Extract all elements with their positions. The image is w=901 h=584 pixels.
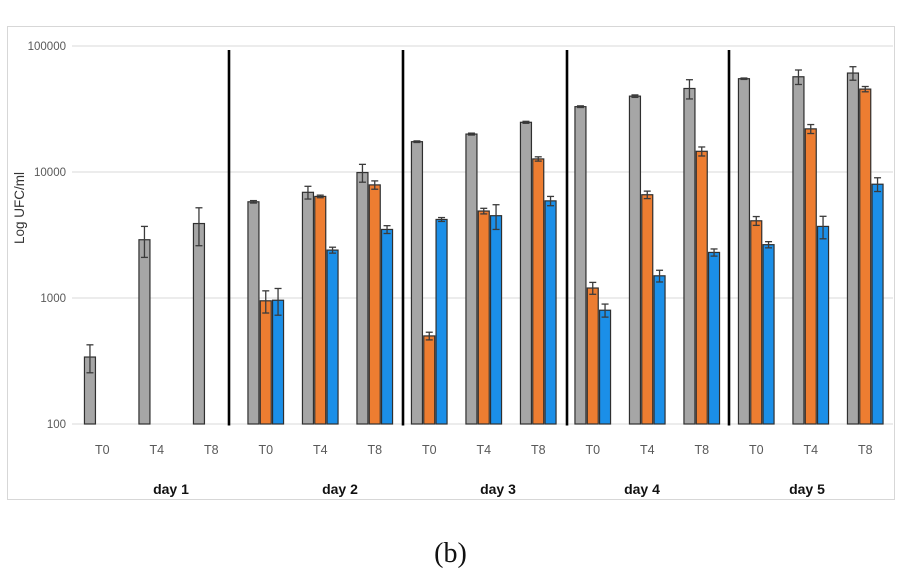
x-tick-label: T4: [149, 443, 164, 457]
figure-caption: (b): [434, 538, 467, 569]
bar-gray-day2-T8: [356, 171, 369, 425]
bar-gray-day5-T0: [737, 78, 751, 425]
bar-gray-day5-T8: [846, 72, 860, 425]
bar-gray-day5-T4: [792, 76, 805, 425]
y-tick-label: 1000: [40, 293, 66, 305]
x-tick-label: T4: [640, 443, 655, 457]
day-label: day 1: [153, 481, 189, 497]
bar-gray-day3-T0: [410, 141, 424, 425]
bar-blue-day2-T8: [380, 228, 394, 425]
bar-gray-day4-T4: [628, 95, 642, 425]
bar-orange-day2-T8: [368, 184, 381, 425]
bar-chart: 100 1000 10000 100000 T0 T4 T8 T0 T4 T8 T0 T4 T8 T0 T4…: [12, 41, 893, 497]
bar-orange-day3-T4: [477, 210, 490, 425]
bar-orange-day4-T4: [641, 194, 654, 425]
x-tick-label: T0: [258, 443, 273, 457]
x-tick-label: T8: [694, 443, 709, 457]
x-tick-label: T4: [476, 443, 491, 457]
bar-blue-day4-T4: [653, 275, 666, 425]
bar-orange-day3-T0: [423, 335, 436, 425]
bar-orange-day3-T8: [532, 158, 545, 425]
x-tick-label: T4: [803, 443, 818, 457]
bar-blue-day5-T4: [816, 225, 830, 425]
x-tick-label: T8: [204, 443, 219, 457]
x-tick-label: T0: [422, 443, 437, 457]
bar-orange-day2-T0: [259, 300, 272, 425]
bar-gray-day4-T0: [574, 106, 587, 425]
bar-blue-day2-T4: [326, 249, 339, 425]
bars-layer: [83, 72, 884, 425]
bar-gray-day2-T0: [247, 201, 260, 425]
y-tick-label: 100000: [28, 41, 66, 53]
y-tick-label: 10000: [34, 167, 66, 179]
bar-gray-day1-T4: [138, 239, 151, 425]
bar-blue-day3-T0: [435, 218, 448, 425]
bar-orange-day2-T4: [314, 195, 327, 425]
x-tick-label: T0: [585, 443, 600, 457]
bar-orange-day5-T8: [859, 88, 872, 425]
day-separators-layer: [227, 50, 731, 426]
bar-gray-day3-T4: [465, 133, 478, 425]
y-axis-title: Log UFC/ml: [12, 172, 27, 244]
x-tick-label: T8: [531, 443, 546, 457]
bar-blue-day4-T0: [598, 309, 612, 425]
bar-orange-day5-T0: [750, 220, 763, 425]
error-bars-layer: [86, 66, 882, 374]
day-label: day 2: [322, 481, 358, 497]
bar-orange-day4-T8: [695, 150, 708, 425]
bar-gray-day1-T8: [192, 222, 206, 425]
x-tick-label: T0: [95, 443, 110, 457]
axis-labels-layer: 100 1000 10000 100000 T0 T4 T8 T0 T4 T8 T0 T4 T8 T0 T4…: [28, 41, 873, 497]
bar-blue-day2-T0: [271, 299, 285, 425]
x-tick-label: T4: [313, 443, 328, 457]
day-label: day 4: [624, 481, 660, 497]
bar-blue-day3-T8: [544, 200, 557, 425]
x-tick-label: T0: [749, 443, 764, 457]
day-label: day 5: [789, 481, 825, 497]
bar-orange-day5-T4: [804, 128, 817, 425]
bar-blue-day3-T4: [489, 215, 503, 425]
day-label: day 3: [480, 481, 516, 497]
x-tick-label: T8: [858, 443, 873, 457]
bar-gray-day4-T8: [683, 87, 696, 425]
bar-blue-day5-T0: [762, 244, 775, 425]
bar-orange-day4-T0: [586, 287, 599, 425]
y-tick-label: 100: [47, 419, 66, 431]
bar-gray-day3-T8: [519, 121, 533, 425]
bar-blue-day5-T8: [871, 183, 884, 425]
x-tick-label: T8: [367, 443, 382, 457]
bar-blue-day4-T8: [707, 251, 721, 425]
bar-gray-day2-T4: [301, 191, 315, 425]
